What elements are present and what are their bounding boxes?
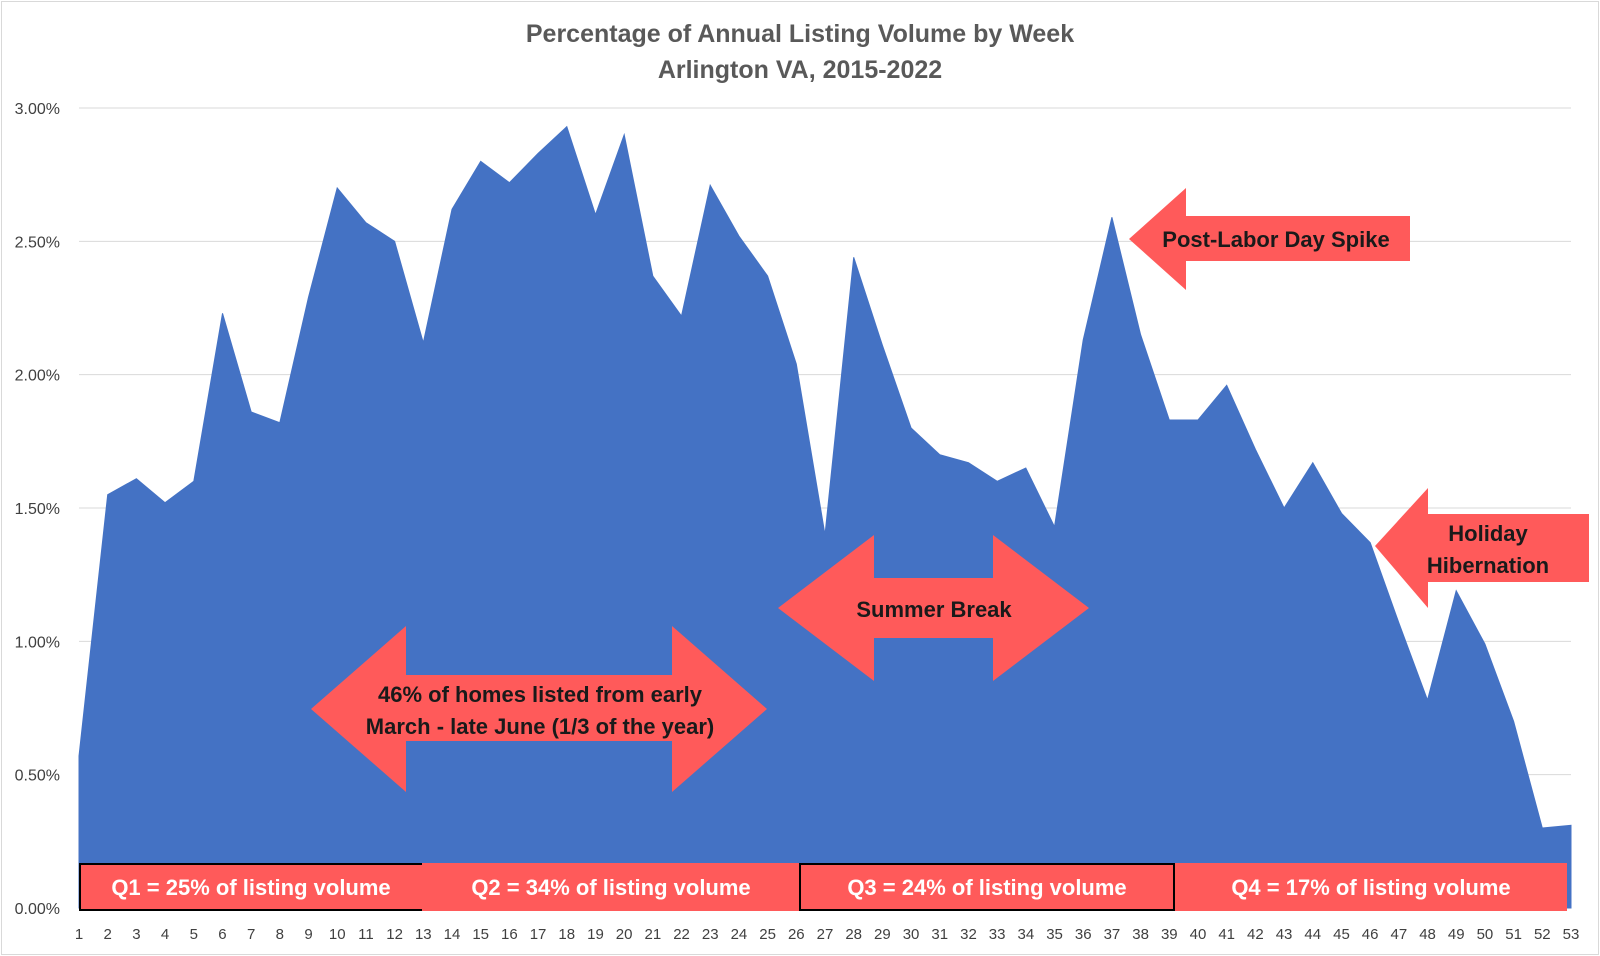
spring-annotation-line-1: 46% of homes listed from early <box>378 682 703 707</box>
x-tick-label: 49 <box>1448 926 1465 943</box>
x-tick-label: 37 <box>1104 926 1121 943</box>
x-tick-label: 20 <box>616 926 633 943</box>
y-tick-label: 0.00% <box>15 901 60 918</box>
x-tick-label: 13 <box>415 926 432 943</box>
y-tick-label: 1.00% <box>15 634 60 651</box>
x-tick-label: 22 <box>673 926 690 943</box>
x-tick-label: 1 <box>75 926 83 943</box>
x-tick-label: 6 <box>218 926 226 943</box>
holiday-annotation-line-1: Holiday <box>1448 521 1528 546</box>
x-tick-label: 51 <box>1505 926 1522 943</box>
x-tick-label: 9 <box>304 926 312 943</box>
x-tick-label: 18 <box>558 926 575 943</box>
x-tick-label: 41 <box>1218 926 1235 943</box>
labor-day-arrow-annotation: Post-Labor Day Spike <box>1129 188 1410 290</box>
summer-annotation-text: Summer Break <box>856 597 1012 622</box>
y-tick-label: 2.50% <box>15 234 60 251</box>
x-tick-label: 7 <box>247 926 255 943</box>
quarter-boxes: Q1 = 25% of listing volume Q2 = 34% of l… <box>79 863 1567 911</box>
x-tick-label: 17 <box>530 926 547 943</box>
x-tick-label: 46 <box>1362 926 1379 943</box>
q2-box <box>422 863 799 911</box>
y-tick-label: 3.00% <box>15 101 60 118</box>
labor-day-left-arrow <box>1129 188 1410 290</box>
x-tick-label: 27 <box>817 926 834 943</box>
holiday-annotation-line-2: Hibernation <box>1427 553 1549 578</box>
x-tick-label: 47 <box>1391 926 1408 943</box>
x-tick-label: 8 <box>276 926 284 943</box>
x-tick-label: 10 <box>329 926 346 943</box>
x-tick-label: 50 <box>1477 926 1494 943</box>
x-tick-label: 42 <box>1247 926 1264 943</box>
x-tick-label: 32 <box>960 926 977 943</box>
x-tick-label: 44 <box>1304 926 1321 943</box>
x-tick-label: 31 <box>931 926 948 943</box>
y-tick-label: 0.50% <box>15 768 60 785</box>
holiday-arrow-annotation: Holiday Hibernation <box>1375 488 1589 608</box>
x-tick-label: 34 <box>1018 926 1035 943</box>
summer-arrow-annotation: Summer Break <box>778 535 1089 681</box>
x-tick-label: 3 <box>132 926 140 943</box>
x-tick-label: 16 <box>501 926 518 943</box>
q1-label: Q1 = 25% of listing volume <box>111 875 390 900</box>
x-axis-tick-labels: 1 2 3 4 5 6 7 8 9 10 11 12 13 14 15 16 17 18 19 20 21 22 23 24 2… <box>75 926 1580 943</box>
x-tick-label: 40 <box>1190 926 1207 943</box>
x-tick-label: 19 <box>587 926 604 943</box>
spring-double-arrow <box>311 626 767 792</box>
x-tick-label: 53 <box>1563 926 1580 943</box>
q4-box <box>1175 863 1567 911</box>
y-tick-label: 2.00% <box>15 368 60 385</box>
x-tick-label: 52 <box>1534 926 1551 943</box>
x-tick-label: 38 <box>1132 926 1149 943</box>
x-tick-label: 15 <box>472 926 489 943</box>
x-tick-label: 35 <box>1046 926 1063 943</box>
x-tick-label: 23 <box>702 926 719 943</box>
q1-box <box>79 863 424 911</box>
summer-double-arrow <box>778 535 1089 681</box>
holiday-left-arrow <box>1375 488 1589 608</box>
spring-annotation-line-2: March - late June (1/3 of the year) <box>366 714 714 739</box>
x-tick-label: 33 <box>989 926 1006 943</box>
x-tick-label: 36 <box>1075 926 1092 943</box>
q3-label: Q3 = 24% of listing volume <box>847 875 1126 900</box>
chart-title: Percentage of Annual Listing Volume by W… <box>526 20 1074 48</box>
y-tick-label: 1.50% <box>15 501 60 518</box>
q3-box <box>799 863 1175 911</box>
x-tick-label: 48 <box>1419 926 1436 943</box>
x-tick-label: 4 <box>161 926 169 943</box>
x-tick-label: 30 <box>903 926 920 943</box>
x-tick-label: 25 <box>759 926 776 943</box>
x-tick-label: 45 <box>1333 926 1350 943</box>
q4-label: Q4 = 17% of listing volume <box>1231 875 1510 900</box>
chart-subtitle: Arlington VA, 2015-2022 <box>658 56 942 84</box>
x-tick-label: 11 <box>358 926 374 943</box>
labor-day-annotation-text: Post-Labor Day Spike <box>1162 227 1389 252</box>
x-tick-label: 12 <box>386 926 403 943</box>
q2-label: Q2 = 34% of listing volume <box>471 875 750 900</box>
x-tick-label: 29 <box>874 926 891 943</box>
x-tick-label: 2 <box>104 926 112 943</box>
x-tick-label: 43 <box>1276 926 1293 943</box>
x-tick-label: 24 <box>731 926 748 943</box>
x-tick-label: 14 <box>444 926 461 943</box>
x-tick-label: 28 <box>845 926 862 943</box>
x-tick-label: 21 <box>645 926 662 943</box>
x-tick-label: 5 <box>190 926 198 943</box>
spring-arrow-annotation: 46% of homes listed from early March - l… <box>311 626 767 792</box>
x-tick-label: 39 <box>1161 926 1178 943</box>
x-tick-label: 26 <box>788 926 805 943</box>
y-axis-tick-labels: 0.00% 0.50% 1.00% 1.50% 2.00% 2.50% 3.00% <box>15 101 60 918</box>
